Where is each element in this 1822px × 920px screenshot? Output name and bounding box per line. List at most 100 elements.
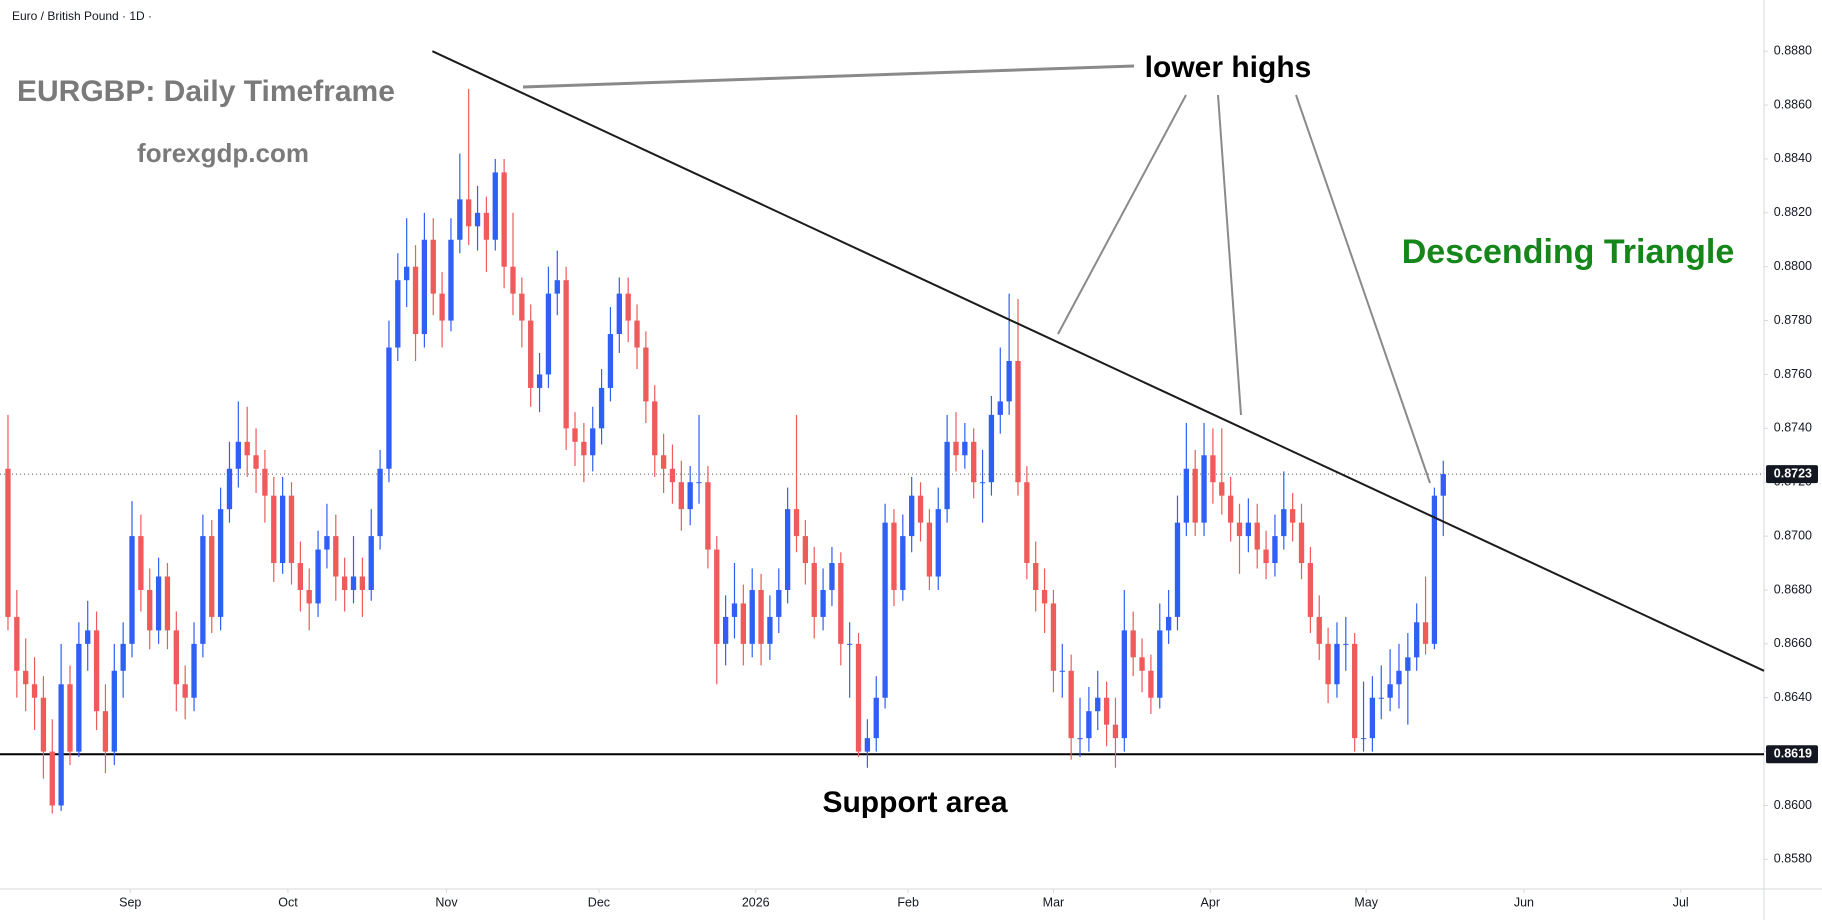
candle-body (483, 212, 490, 240)
candle-body (971, 441, 977, 483)
candle-body (997, 401, 1003, 415)
candle-body (1165, 616, 1172, 631)
y-tick-label: 0.8640 (1774, 690, 1812, 704)
candle-body (855, 643, 862, 752)
candle-body (1015, 360, 1021, 483)
candle-body (1227, 495, 1234, 523)
candle-body (1422, 622, 1429, 644)
candle-body (200, 536, 206, 644)
x-tick-label: Mar (1043, 895, 1065, 909)
candle-body (350, 576, 357, 590)
candle-body (1254, 522, 1260, 550)
candle-body (448, 239, 454, 321)
x-tick-label: Sep (119, 895, 141, 909)
candle-body (1148, 670, 1154, 698)
chart-subtitle: forexgdp.com (137, 138, 309, 168)
candle-body (271, 495, 277, 564)
candle-body (882, 522, 888, 698)
x-tick-label: Jun (1514, 895, 1534, 909)
candle-body (58, 684, 64, 806)
candle-body (1121, 630, 1127, 739)
candle-body (164, 576, 171, 631)
candle-body (1050, 603, 1057, 671)
candle-body (359, 576, 366, 590)
candle-body (1325, 643, 1331, 685)
chart-title: EURGBP: Daily Timeframe (17, 75, 395, 108)
candle-body (652, 401, 658, 456)
candle-body (962, 441, 968, 456)
support-box (1766, 745, 1818, 764)
y-tick-label: 0.8700 (1774, 528, 1812, 542)
candle-body (616, 293, 622, 335)
x-tick-label: Apr (1201, 895, 1220, 909)
candle-body (253, 455, 259, 469)
candle-body (404, 266, 410, 281)
x-tick-label: Oct (278, 895, 298, 909)
candle-body (749, 589, 755, 644)
y-tick-label: 0.8600 (1774, 798, 1812, 812)
candle-body (722, 616, 729, 644)
candle-body (572, 428, 578, 442)
chart-header: Euro / British Pound · 1D · (12, 9, 152, 23)
candle-body (545, 293, 552, 375)
candle-body (581, 441, 587, 456)
candle-body (1059, 670, 1065, 672)
y-tick-label: 0.8840 (1774, 151, 1812, 165)
trendline (431, 50, 1765, 672)
candle-body (660, 455, 667, 469)
candle-body (386, 347, 392, 469)
y-tick-label: 0.8740 (1774, 421, 1812, 435)
y-tick-label: 0.8820 (1774, 205, 1812, 219)
candle-body (120, 643, 126, 671)
candle-body (244, 441, 250, 456)
candle-body (1219, 482, 1225, 496)
candle-body (687, 482, 693, 510)
candle-body (1139, 657, 1145, 671)
candle-body (1103, 697, 1110, 725)
last-price-box (1766, 465, 1818, 484)
x-tick-label: Dec (588, 895, 610, 909)
candle-body (1360, 738, 1367, 740)
candle-body (1245, 522, 1252, 537)
candle-body (864, 738, 871, 752)
candle-body (49, 751, 55, 806)
annotation-pointer (1057, 94, 1187, 335)
candle-body (1183, 468, 1189, 523)
candle-body (1298, 522, 1305, 564)
candle-body (235, 441, 241, 469)
candle-body (412, 266, 419, 335)
candle-body (1352, 643, 1358, 739)
candle-body (155, 576, 162, 631)
candle-body (85, 630, 91, 644)
annotation: lower highs (1145, 51, 1312, 84)
candle-body (900, 536, 906, 590)
candle-body (784, 509, 791, 590)
candle-body (536, 374, 543, 388)
candle-body (705, 482, 711, 550)
candle-body (979, 482, 986, 484)
candle-body (829, 563, 835, 590)
candle-body (793, 509, 800, 537)
candle-body (740, 603, 747, 644)
candle-body (1263, 549, 1269, 564)
candle-body (226, 468, 233, 510)
x-tick-label: Nov (435, 895, 458, 909)
candle-body (457, 199, 463, 240)
y-tick-label: 0.8780 (1774, 313, 1812, 327)
candle-body (1431, 495, 1438, 644)
candle-body (1068, 670, 1074, 739)
candle-body (1387, 684, 1393, 698)
candle-body (563, 280, 569, 429)
candle-body (341, 576, 348, 590)
candle-body (1396, 670, 1402, 685)
candle-body (1343, 643, 1349, 645)
candle-body (811, 563, 817, 617)
candle-body (1210, 455, 1216, 483)
candle-body (1006, 360, 1012, 402)
candle-body (297, 563, 304, 590)
candle-body (1272, 536, 1278, 564)
x-tick-label: Jul (1673, 895, 1689, 909)
candle-body (1307, 563, 1314, 617)
